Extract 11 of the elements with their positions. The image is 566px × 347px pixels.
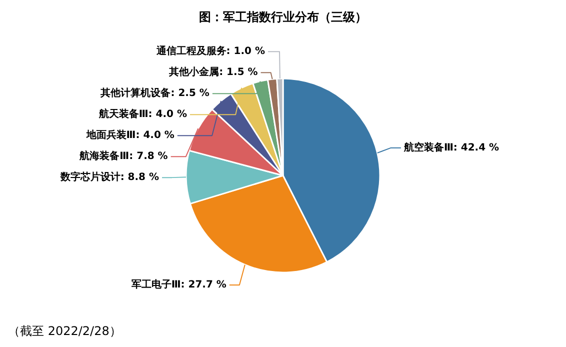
slice-label: 通信工程及服务: 1.0 %: [155, 45, 265, 58]
text: （截至 2022/2/28）: [8, 323, 122, 340]
slice-label: 航海装备Ⅲ: 7.8 %: [78, 150, 168, 162]
slice-label: 军工电子Ⅲ: 27.7 %: [131, 278, 226, 291]
chart-title: 图：军工指数行业分布（三级）: [198, 9, 368, 26]
slice-label: 其他计算机设备: 2.5 %: [100, 87, 210, 100]
slice-label: 其他小金属: 1.5 %: [168, 66, 258, 78]
slice-label: 地面兵装Ⅲ: 4.0 %: [85, 129, 174, 142]
slice-label: 航空装备Ⅲ: 42.4 %: [402, 141, 500, 154]
slice-label: 数字芯片设计: 8.8 %: [59, 171, 160, 184]
slice-label: 航天装备Ⅲ: 4.0 %: [98, 108, 187, 120]
